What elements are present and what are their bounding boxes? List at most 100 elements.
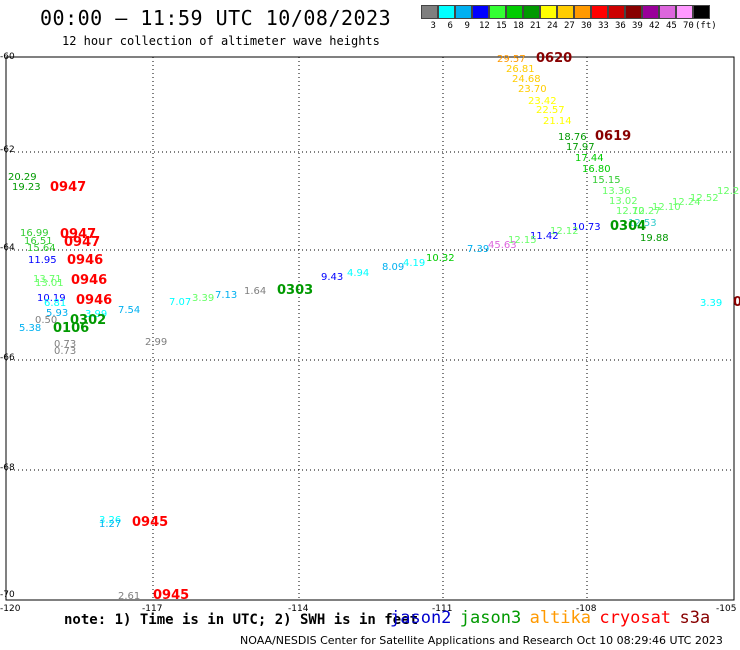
satellite-jason2: jason2 bbox=[390, 608, 452, 628]
credit-line: NOAA/NESDIS Center for Satellite Applica… bbox=[240, 634, 723, 647]
legend-swatches bbox=[421, 5, 710, 19]
time-label: 0303 bbox=[277, 283, 313, 298]
footer-note: note: 1) Time is in UTC; 2) SWH is in fe… bbox=[64, 612, 419, 628]
time-label: 0947 bbox=[64, 235, 100, 250]
wave-height-label: 7.13 bbox=[215, 290, 237, 301]
wave-height-label: 45.63 bbox=[488, 240, 517, 251]
legend-label: 70 bbox=[683, 21, 694, 31]
plot-frame bbox=[5, 56, 735, 601]
legend-swatch bbox=[659, 5, 676, 19]
time-label: 0302 bbox=[70, 313, 106, 328]
color-legend: 3 6 9 12 15 18 21 24 27 30 33 36 39 42 45 70 (ft) bbox=[421, 5, 717, 33]
legend-swatch bbox=[608, 5, 625, 19]
wave-height-label: 4.19 bbox=[403, 258, 425, 269]
wave-height-label: 6.81 bbox=[44, 298, 66, 309]
wave-height-label: 8.09 bbox=[382, 262, 404, 273]
legend-label: 45 bbox=[666, 21, 677, 31]
legend-label: 6 bbox=[447, 21, 453, 31]
wave-height-label: 23.42 bbox=[528, 96, 557, 107]
wave-height-label: 0.73 bbox=[54, 346, 76, 357]
legend-swatch bbox=[455, 5, 472, 19]
time-label: 0619 bbox=[595, 129, 631, 144]
wave-height-label: 16.80 bbox=[582, 164, 611, 175]
wave-height-label: 10.73 bbox=[572, 222, 601, 233]
legend-label: 12 bbox=[479, 21, 490, 31]
satellite-jason3: jason3 bbox=[459, 608, 522, 628]
wave-height-label: 3.26 bbox=[99, 515, 121, 526]
legend-label: 18 bbox=[513, 21, 524, 31]
legend-swatch bbox=[574, 5, 591, 19]
longitude-tick-label: -120 bbox=[0, 604, 21, 614]
wave-height-label: 2.99 bbox=[145, 337, 167, 348]
wave-height-label: 12.27 bbox=[632, 206, 661, 217]
wave-height-label: 1.64 bbox=[244, 286, 266, 297]
time-label: 0304 bbox=[610, 219, 646, 234]
wave-height-label: 20.29 bbox=[8, 172, 37, 183]
wave-height-label: 16.99 bbox=[20, 228, 49, 239]
longitude-tick-label: -108 bbox=[576, 604, 597, 614]
latitude-tick-label: -62 bbox=[0, 145, 15, 155]
legend-label: 39 bbox=[632, 21, 643, 31]
legend-swatch bbox=[523, 5, 540, 19]
wave-height-label: 12.52 bbox=[690, 193, 719, 204]
wave-height-label: 12.70 bbox=[616, 206, 645, 217]
satellite-cryosat: cryosat bbox=[599, 608, 672, 628]
wave-height-label: 3.39 bbox=[192, 293, 214, 304]
wave-height-label: 3.39 bbox=[700, 298, 722, 309]
legend-label: 42 bbox=[649, 21, 660, 31]
wave-height-label: 17.97 bbox=[566, 142, 595, 153]
time-label: 0947 bbox=[60, 227, 96, 242]
wave-height-label: 1.27 bbox=[99, 519, 121, 530]
latitude-tick-label: -60 bbox=[0, 52, 15, 62]
legend-swatch bbox=[642, 5, 659, 19]
legend-swatch bbox=[506, 5, 523, 19]
wave-height-label: 17.44 bbox=[575, 153, 604, 164]
wave-height-label: 12.12 bbox=[550, 226, 579, 237]
legend-labels: 3 6 9 12 15 18 21 24 27 30 33 36 39 42 45 70 (ft) bbox=[421, 19, 717, 33]
wave-height-label: 11.42 bbox=[530, 231, 559, 242]
wave-height-label: 3.99 bbox=[85, 309, 107, 320]
legend-label: 33 bbox=[598, 21, 609, 31]
wave-height-label: 7.07 bbox=[169, 297, 191, 308]
wave-height-label: 13.01 bbox=[35, 278, 64, 289]
wave-height-label: 2.61 bbox=[118, 591, 140, 602]
map-subtitle: 12 hour collection of altimeter wave hei… bbox=[62, 34, 380, 48]
legend-swatch bbox=[591, 5, 608, 19]
map-title: 00:00 – 11:59 UTC 10/08/2023 bbox=[40, 6, 392, 30]
wave-height-label: 7.39 bbox=[467, 244, 489, 255]
wave-height-label: 10.19 bbox=[37, 293, 66, 304]
wave-height-label: 19.88 bbox=[640, 233, 669, 244]
wave-height-label: 29.57 bbox=[497, 54, 526, 65]
wave-height-label: 16.51 bbox=[24, 236, 53, 247]
legend-swatch bbox=[472, 5, 489, 19]
legend-swatch bbox=[557, 5, 574, 19]
wave-height-label: 24.68 bbox=[512, 74, 541, 85]
legend-label: 24 bbox=[547, 21, 558, 31]
time-label: 0945 bbox=[132, 515, 168, 530]
wave-height-label: 4.94 bbox=[347, 268, 369, 279]
legend-label: 3 bbox=[430, 21, 436, 31]
wave-height-label: 15.15 bbox=[592, 175, 621, 186]
latitude-tick-label: -68 bbox=[0, 463, 15, 473]
wave-height-label: 5.93 bbox=[46, 308, 68, 319]
wave-height-label: 18.76 bbox=[558, 132, 587, 143]
legend-label: 21 bbox=[530, 21, 541, 31]
time-label: 0946 bbox=[76, 293, 112, 308]
latitude-tick-label: -70 bbox=[0, 590, 15, 600]
wave-height-label: 12.53 bbox=[628, 218, 657, 229]
legend-swatch bbox=[676, 5, 693, 19]
legend-swatch bbox=[540, 5, 557, 19]
wave-height-label: 12.27 bbox=[717, 186, 740, 197]
time-label: 0106 bbox=[53, 321, 89, 336]
wave-height-label: 7.54 bbox=[118, 305, 140, 316]
wave-height-label: 0.50 bbox=[35, 315, 57, 326]
time-label: 0946 bbox=[71, 273, 107, 288]
time-label: 0620 bbox=[536, 51, 572, 66]
legend-label: 27 bbox=[564, 21, 575, 31]
graticule bbox=[6, 57, 734, 600]
wave-height-label: 11.95 bbox=[28, 255, 57, 266]
wave-height-label: 12.24 bbox=[672, 197, 701, 208]
longitude-tick-label: -111 bbox=[432, 604, 453, 614]
